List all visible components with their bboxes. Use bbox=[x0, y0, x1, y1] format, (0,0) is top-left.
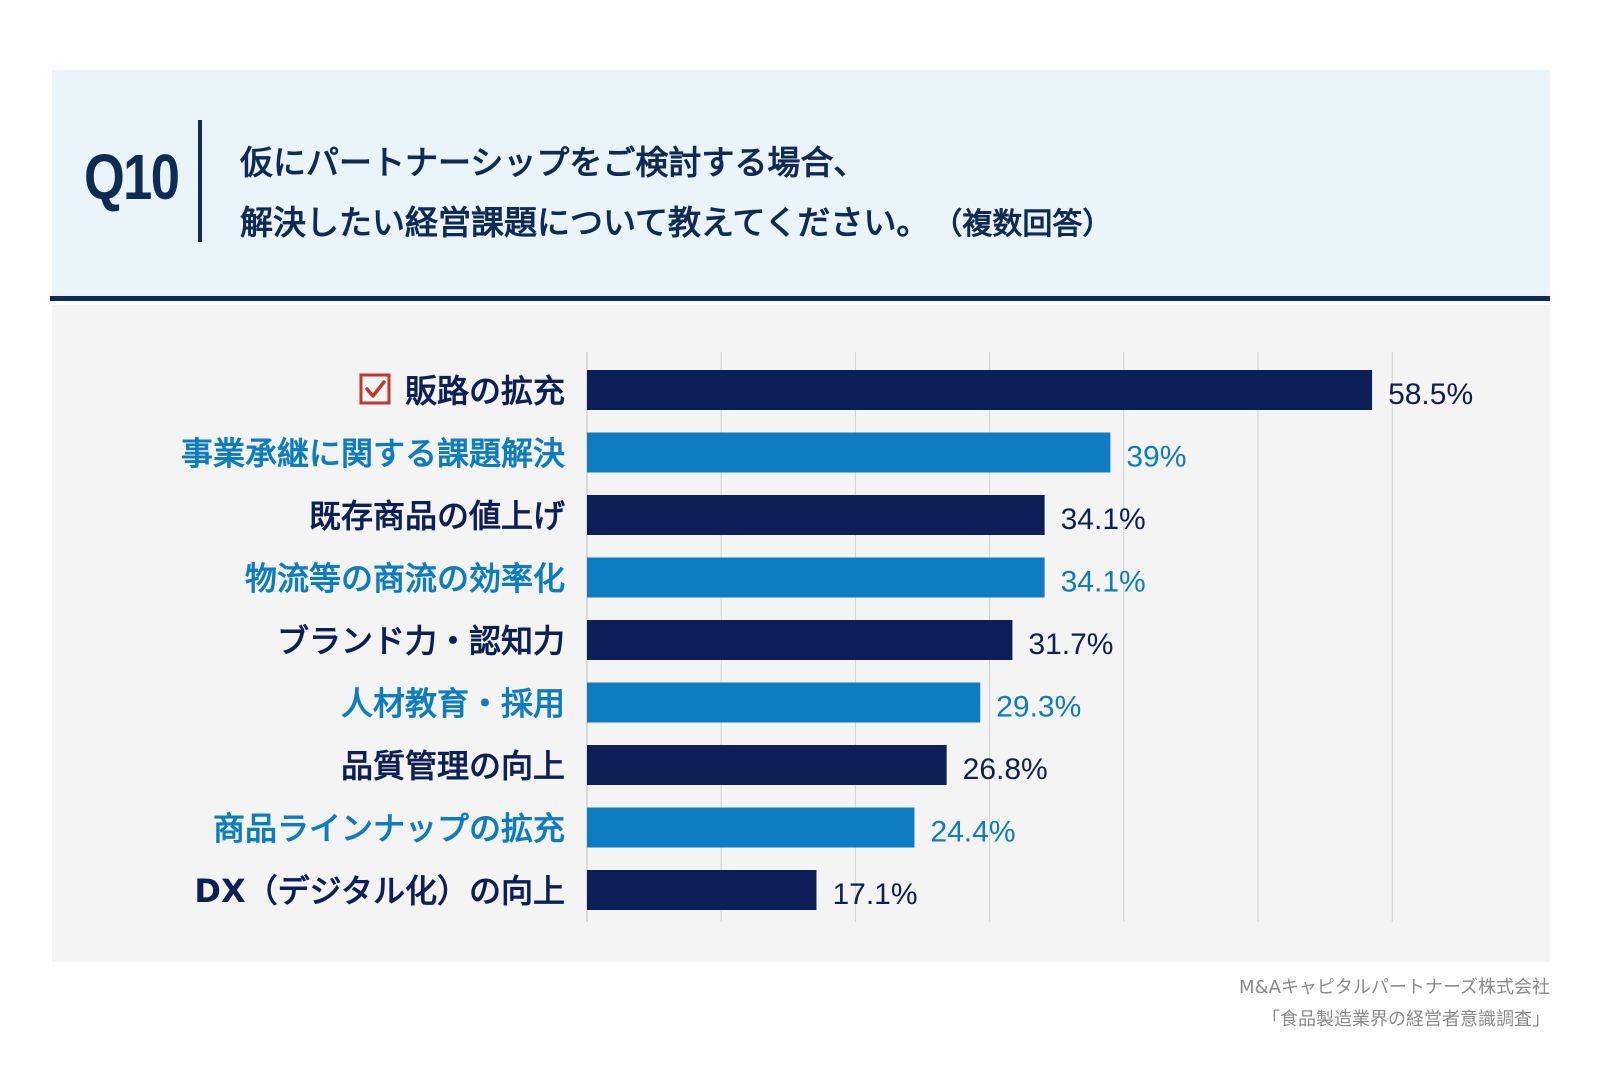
question-header bbox=[52, 70, 1550, 300]
value-label: 31.7% bbox=[1028, 628, 1113, 661]
category-label: 人材教育・採用 bbox=[341, 685, 565, 723]
value-label: 34.1% bbox=[1061, 503, 1146, 536]
category-label: 品質管理の向上 bbox=[341, 747, 565, 785]
footer-company: M&Aキャピタルパートナーズ株式会社 bbox=[1239, 977, 1550, 998]
bar-5 bbox=[587, 620, 1013, 660]
category-label: 商品ラインナップの拡充 bbox=[213, 810, 565, 848]
question-line-2: 解決したい経営課題について教えてください。 bbox=[240, 203, 930, 242]
question-divider bbox=[198, 120, 202, 242]
category-label: 物流等の商流の効率化 bbox=[245, 560, 565, 598]
value-label: 34.1% bbox=[1061, 566, 1146, 599]
bar-4 bbox=[587, 557, 1045, 598]
category-label: ブランド力・認知力 bbox=[277, 622, 565, 660]
question-note: （複数回答） bbox=[947, 207, 1113, 242]
source-footer: M&Aキャピタルパートナーズ株式会社 「食品製造業界の経営者意識調査」 bbox=[1239, 972, 1550, 1036]
checkmark-icon bbox=[365, 380, 386, 398]
bar-7 bbox=[587, 745, 947, 785]
value-label: 24.4% bbox=[930, 816, 1015, 849]
question-number: Q10 bbox=[84, 141, 180, 213]
value-label: 39% bbox=[1126, 441, 1186, 474]
category-label: 事業承継に関する課題解決 bbox=[181, 435, 565, 473]
value-label: 17.1% bbox=[832, 878, 917, 911]
checkbox-checked-icon bbox=[359, 373, 391, 405]
bar-9 bbox=[587, 870, 817, 910]
question-text: 仮にパートナーシップをご検討する場合、 解決したい経営課題について教えてください… bbox=[240, 133, 1112, 255]
bar-3 bbox=[587, 495, 1045, 535]
header-rule bbox=[50, 296, 1550, 301]
category-label: 既存商品の値上げ bbox=[309, 497, 565, 535]
bar-1 bbox=[587, 370, 1373, 410]
value-label: 58.5% bbox=[1388, 378, 1473, 411]
question-line-1: 仮にパートナーシップをご検討する場合、 bbox=[240, 143, 867, 182]
bar-6 bbox=[587, 682, 981, 723]
category-label: DX（デジタル化）の向上 bbox=[194, 872, 565, 910]
value-label: 29.3% bbox=[996, 691, 1081, 724]
value-label: 26.8% bbox=[963, 753, 1048, 786]
category-label: 販路の拡充 bbox=[405, 372, 565, 410]
bar-2 bbox=[587, 432, 1111, 473]
footer-survey: 「食品製造業界の経営者意識調査」 bbox=[1262, 1009, 1550, 1030]
bar-8 bbox=[587, 807, 915, 848]
